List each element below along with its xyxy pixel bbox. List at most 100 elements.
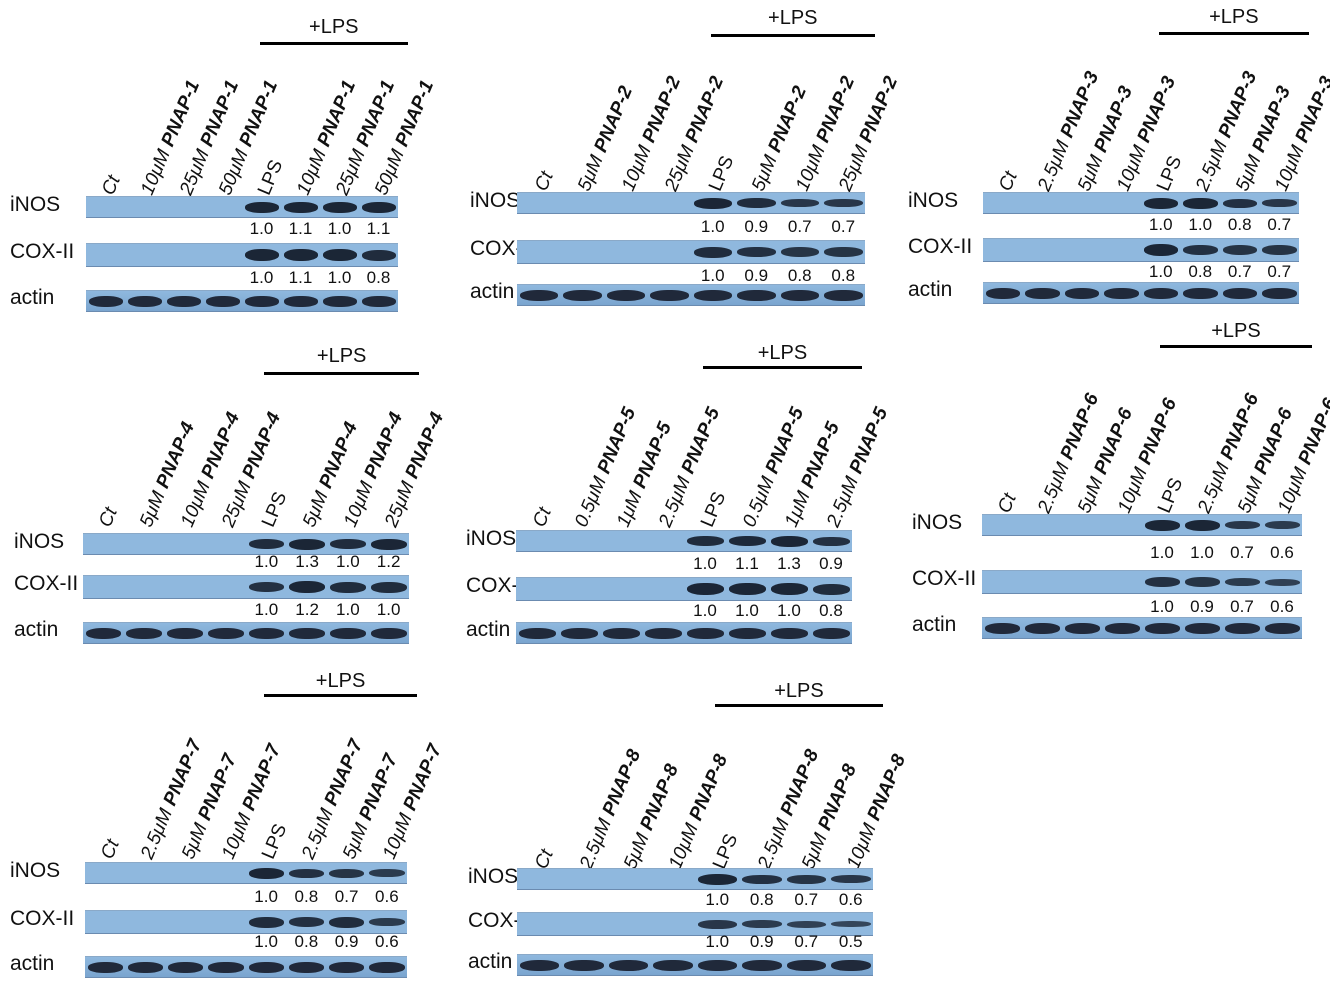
inos-quant-value: 0.7 xyxy=(334,887,359,906)
lane-compound: PNAP-5 xyxy=(845,404,893,477)
cox-row-label: COX-II xyxy=(912,567,977,590)
cox-quant-value: 1.0 xyxy=(254,932,278,951)
inos-quant-value: 1.0 xyxy=(1150,543,1174,562)
cox-quant-value: 0.9 xyxy=(744,266,769,285)
inos-band xyxy=(686,536,724,546)
inos-band xyxy=(1262,199,1297,207)
lane-concentration: 0.5μM xyxy=(739,468,781,531)
inos-band xyxy=(1184,520,1220,531)
lps-treatment-label: +LPS xyxy=(1209,6,1259,28)
lane-concentration: LPS xyxy=(709,830,743,873)
inos-band xyxy=(1144,520,1180,531)
actin-band xyxy=(1104,288,1139,299)
inos-band xyxy=(742,875,782,884)
inos-band xyxy=(1143,198,1178,209)
inos-blot-strip xyxy=(85,862,407,884)
lane-compound: PNAP-5 xyxy=(677,404,725,477)
cox-band xyxy=(1262,245,1297,255)
lane-concentration: 25μM xyxy=(217,473,258,531)
inos-blot-strip xyxy=(86,196,398,218)
inos-blot-strip xyxy=(83,533,409,555)
inos-quant-value: 1.0 xyxy=(249,219,274,238)
cox-band xyxy=(1224,578,1260,586)
lane-compound: PNAP-4 xyxy=(401,409,448,482)
lane-compound: PNAP-2 xyxy=(590,83,638,156)
lane-concentration: 10μM xyxy=(176,473,217,531)
inos-quant-value: 1.0 xyxy=(693,554,717,573)
actin-blot-strip xyxy=(85,956,407,978)
lane-concentration: LPS xyxy=(258,820,292,863)
lps-bracket-line xyxy=(702,366,862,369)
lps-treatment-label: +LPS xyxy=(1211,320,1261,342)
inos-quant-value: 1.0 xyxy=(705,890,730,909)
actin-band xyxy=(369,962,405,973)
inos-quant-value: 1.1 xyxy=(288,219,313,238)
lane-concentration: 10μM xyxy=(842,815,883,873)
lane-compound: PNAP-4 xyxy=(152,419,200,492)
inos-row-label: iNOS xyxy=(10,859,61,882)
lane-compound: PNAP-2 xyxy=(638,73,685,146)
lane-concentration: 50μM xyxy=(214,141,255,199)
inos-band xyxy=(248,539,285,549)
cox-band xyxy=(248,582,285,592)
cox-row-label: COX-II xyxy=(466,574,531,597)
lane-concentration: 10μM xyxy=(292,141,333,199)
lps-treatment-label: +LPS xyxy=(768,7,818,29)
lane-label: Ct xyxy=(95,505,123,531)
cox-quant-value: 1.0 xyxy=(336,600,360,619)
lane-concentration: 10μM xyxy=(1114,459,1154,517)
lane-concentration: 25μM xyxy=(331,141,372,199)
lane-label: LPS xyxy=(709,831,743,873)
cox-quant-value: 1.2 xyxy=(295,600,319,619)
lane-compound: PNAP-6 xyxy=(1134,395,1182,468)
inos-quant-value: 1.0 xyxy=(327,219,352,238)
inos-band xyxy=(289,539,325,550)
cox-row-label: COX-II xyxy=(14,572,79,595)
lane-compound: PNAP-5 xyxy=(629,419,677,492)
inos-quant-value: 0.7 xyxy=(794,890,819,909)
cox-band xyxy=(737,247,776,257)
inos-quant-value: 0.6 xyxy=(838,890,863,909)
lane-concentration: 25μM xyxy=(661,137,702,195)
inos-quant-value: 1.0 xyxy=(700,217,725,236)
lane-concentration: Ct xyxy=(994,490,1021,517)
lane-label: LPS xyxy=(1154,475,1188,517)
actin-band xyxy=(289,628,325,639)
cox-band xyxy=(361,250,396,261)
lps-treatment-label: +LPS xyxy=(309,16,359,38)
actin-row-label: actin xyxy=(912,613,957,636)
lane-concentration: 5μM xyxy=(620,825,657,873)
cox-quant-value: 0.8 xyxy=(294,932,319,951)
cox-row-label: COX-II xyxy=(468,909,533,932)
inos-quant-value: 0.7 xyxy=(1230,543,1254,562)
cox-quant-value: 1.0 xyxy=(1148,262,1173,281)
lps-bracket-line xyxy=(264,372,419,375)
cox-quant-value: 0.8 xyxy=(787,266,812,285)
actin-band xyxy=(812,628,850,639)
lane-concentration: 5μM xyxy=(136,483,172,531)
inos-quant-value: 1.0 xyxy=(1188,215,1213,234)
lane-compound: PNAP-8 xyxy=(636,761,684,834)
cox-blot-strip xyxy=(85,910,407,934)
actin-band xyxy=(207,628,244,639)
actin-band xyxy=(205,296,240,307)
actin-band xyxy=(518,628,556,639)
actin-band xyxy=(1264,623,1300,634)
inos-band xyxy=(1264,521,1300,529)
inos-band xyxy=(248,868,284,879)
lane-concentration: 2.5μM xyxy=(1034,132,1077,195)
inos-quant-value: 0.7 xyxy=(831,217,856,236)
cox-band xyxy=(770,583,808,595)
actin-blot-strip xyxy=(516,622,852,644)
lane-compound: PNAP-7 xyxy=(355,751,402,824)
cox-band xyxy=(1222,245,1257,255)
inos-blot-strip xyxy=(517,192,865,214)
lane-concentration: 0.5μM xyxy=(571,468,613,531)
lane-compound: PNAP-8 xyxy=(685,751,732,824)
actin-row-label: actin xyxy=(908,278,953,301)
inos-band xyxy=(812,537,850,546)
inos-band xyxy=(369,869,405,877)
cox-quant-value: 1.0 xyxy=(249,268,274,287)
inos-band xyxy=(780,199,819,207)
actin-band xyxy=(1064,623,1100,634)
